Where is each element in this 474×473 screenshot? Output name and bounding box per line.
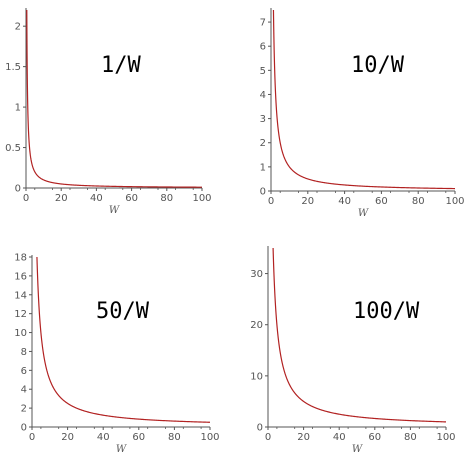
function-annotation: 100/W <box>353 299 420 324</box>
x-tick-label: 20 <box>301 196 314 207</box>
y-tick-label: 2 <box>15 22 21 33</box>
x-tick-label: 80 <box>404 432 417 443</box>
y-tick-label: 2 <box>260 138 266 149</box>
y-tick-label: 12 <box>14 309 27 320</box>
x-tick-label: 100 <box>200 432 219 443</box>
y-tick-label: 1.5 <box>5 62 21 73</box>
x-tick-label: 0 <box>29 432 35 443</box>
y-tick-label: 30 <box>250 269 263 280</box>
curve-series <box>272 9 456 190</box>
curve-series <box>36 256 211 423</box>
y-tick-label: 0 <box>21 423 27 434</box>
y-tick-label: 16 <box>14 271 27 282</box>
x-tick-label: 40 <box>97 432 110 443</box>
x-tick-label: 40 <box>333 432 346 443</box>
x-tick-label: 60 <box>132 432 145 443</box>
curve-series <box>272 247 447 423</box>
y-tick-label: 0.5 <box>5 143 21 154</box>
x-axis-label: W <box>358 208 369 219</box>
chart-panel-1: 0 20 40 60 80 100 0 0.5 1 1.5 2 W 1/W <box>5 8 212 216</box>
y-tick-label: 4 <box>260 90 266 101</box>
y-tick-label: 0 <box>260 187 266 198</box>
function-annotation: 10/W <box>351 53 405 78</box>
x-tick-label: 20 <box>297 432 310 443</box>
function-annotation: 1/W <box>101 53 141 78</box>
x-tick-label: 20 <box>61 432 74 443</box>
curve-series <box>26 9 203 188</box>
x-tick-label: 100 <box>445 196 464 207</box>
x-tick-label: 60 <box>125 193 138 204</box>
y-tick-label: 14 <box>14 290 27 301</box>
x-tick-label: 80 <box>168 432 181 443</box>
x-tick-label: 0 <box>268 196 274 207</box>
y-tick-label: 6 <box>260 42 266 53</box>
x-tick-label: 80 <box>412 196 425 207</box>
y-tick-label: 3 <box>260 114 266 125</box>
x-tick-label: 20 <box>55 193 68 204</box>
y-tick-label: 1 <box>15 103 21 114</box>
x-tick-label: 0 <box>23 193 29 204</box>
x-tick-label: 60 <box>375 196 388 207</box>
x-axis-label: W <box>109 205 120 216</box>
function-annotation: 50/W <box>96 299 150 324</box>
y-tick-label: 4 <box>21 385 27 396</box>
y-tick-label: 8 <box>21 347 27 358</box>
chart-panel-4: 0 20 40 60 80 100 0 10 20 30 W 100/W <box>250 246 456 455</box>
x-axis-label: W <box>116 444 127 455</box>
y-tick-label: 20 <box>250 320 263 331</box>
y-tick-label: 18 <box>14 253 27 264</box>
x-tick-label: 60 <box>368 432 381 443</box>
x-tick-label: 0 <box>265 432 271 443</box>
y-tick-label: 0 <box>15 184 21 195</box>
y-tick-label: 6 <box>21 366 27 377</box>
y-tick-label: 10 <box>250 371 263 382</box>
x-tick-label: 40 <box>90 193 103 204</box>
chart-panel-3: 0 20 40 60 80 100 0 2 4 6 8 10 12 14 16 18 W 50/W <box>14 253 219 456</box>
y-tick-label: 2 <box>21 404 27 415</box>
y-tick-label: 1 <box>260 162 266 173</box>
x-tick-label: 100 <box>192 193 211 204</box>
y-tick-label: 10 <box>14 328 27 339</box>
chart-panel-2: 0 20 40 60 80 100 0 1 2 3 4 5 6 7 W 10/W <box>260 8 465 219</box>
x-tick-label: 40 <box>338 196 351 207</box>
x-tick-label: 80 <box>160 193 173 204</box>
x-tick-label: 100 <box>436 432 455 443</box>
x-axis-label: W <box>352 444 363 455</box>
y-tick-label: 7 <box>260 18 266 29</box>
y-tick-label: 0 <box>257 423 263 434</box>
y-tick-label: 5 <box>260 66 266 77</box>
